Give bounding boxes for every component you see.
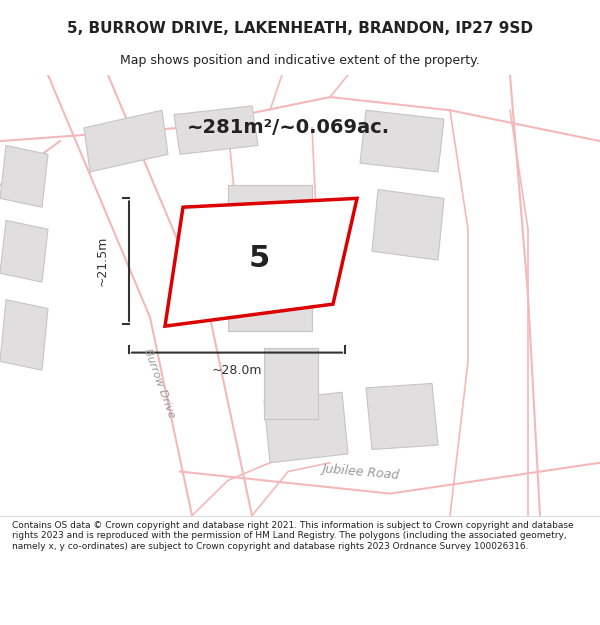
Polygon shape bbox=[165, 198, 357, 326]
Polygon shape bbox=[366, 383, 438, 449]
Text: ~281m²/~0.069ac.: ~281m²/~0.069ac. bbox=[187, 118, 389, 138]
Text: Burrow Drive: Burrow Drive bbox=[142, 348, 176, 419]
Text: 5: 5 bbox=[249, 244, 270, 274]
Polygon shape bbox=[0, 300, 48, 370]
Polygon shape bbox=[264, 392, 348, 462]
Polygon shape bbox=[228, 185, 312, 331]
Polygon shape bbox=[0, 146, 48, 207]
Polygon shape bbox=[84, 110, 168, 172]
Polygon shape bbox=[0, 221, 48, 282]
Text: ~28.0m: ~28.0m bbox=[212, 364, 262, 377]
Polygon shape bbox=[360, 110, 444, 172]
Text: 5, BURROW DRIVE, LAKENHEATH, BRANDON, IP27 9SD: 5, BURROW DRIVE, LAKENHEATH, BRANDON, IP… bbox=[67, 21, 533, 36]
Text: Jubilee Road: Jubilee Road bbox=[321, 462, 399, 481]
Text: Contains OS data © Crown copyright and database right 2021. This information is : Contains OS data © Crown copyright and d… bbox=[12, 521, 574, 551]
Text: ~21.5m: ~21.5m bbox=[95, 236, 109, 286]
Polygon shape bbox=[174, 106, 258, 154]
Polygon shape bbox=[372, 189, 444, 260]
Polygon shape bbox=[264, 348, 318, 419]
Text: Map shows position and indicative extent of the property.: Map shows position and indicative extent… bbox=[120, 54, 480, 67]
